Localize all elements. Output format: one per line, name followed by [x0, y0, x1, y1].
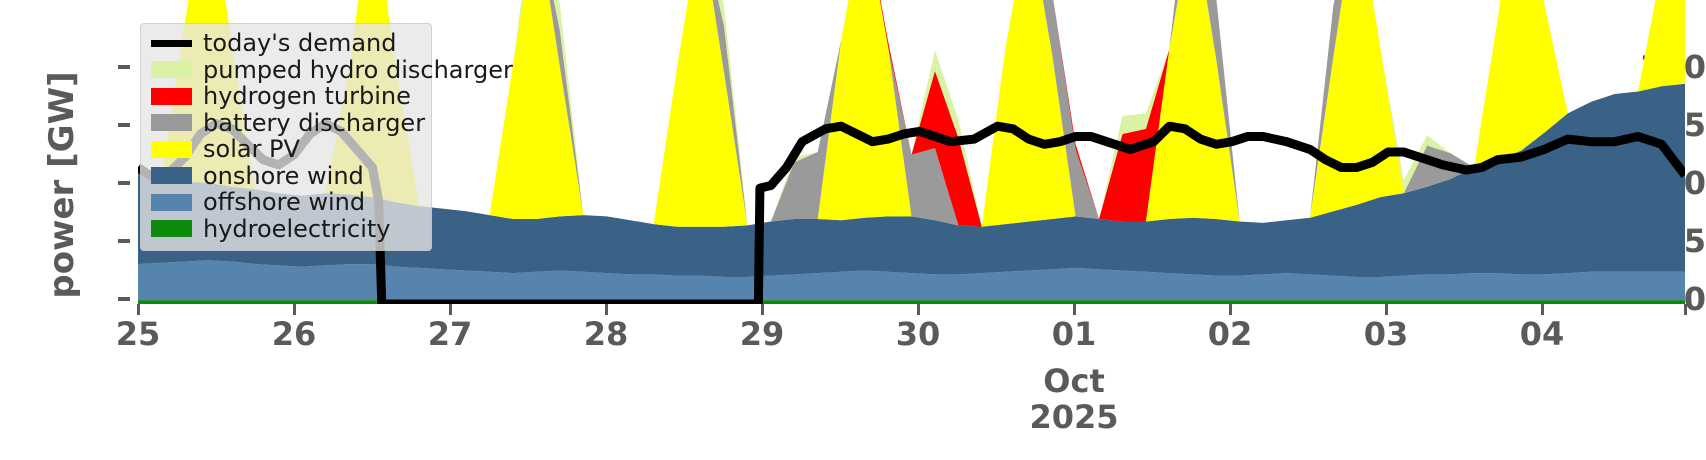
y-axis-label: power [GW] [42, 71, 82, 299]
x-tick-mark-7 [1229, 304, 1232, 315]
x-tick-mark-1 [293, 304, 296, 315]
y-tick-label-0: 0 [1683, 280, 1706, 318]
area-hydroelectricity [138, 300, 1685, 304]
x-tick-label-28: 28 [583, 315, 629, 353]
legend-item-pumped-hydro-discharger[interactable]: pumped hydro discharger [151, 57, 513, 84]
legend-label-offshore-wind: offshore wind [203, 188, 366, 217]
x-tick-mark-0 [137, 304, 140, 315]
x-tick-label-03: 03 [1363, 315, 1409, 353]
y-tick-mark-25 [118, 239, 130, 243]
x-axis-year-label: 2025 [1029, 398, 1119, 436]
x-axis-month-label: Oct [1043, 362, 1105, 400]
area-solar-PV [138, 0, 1685, 227]
legend-item-battery-discharger[interactable]: battery discharger [151, 108, 426, 137]
legend-label-hydrogen-turbine: hydrogen turbine [203, 82, 411, 111]
legend-swatch-pumped-hydro-discharger [151, 61, 192, 79]
legend-item-solar-pv[interactable]: solar PV [151, 136, 423, 163]
x-tick-label-02: 02 [1207, 315, 1253, 353]
area-offshore-wind [138, 260, 1685, 301]
y-tick-mark-100 [118, 65, 130, 69]
x-tick-label-29: 29 [739, 315, 785, 353]
x-tick-mark-4 [761, 304, 764, 315]
legend-item-hydrogen-turbine[interactable]: hydrogen turbine [151, 83, 423, 110]
x-tick-label-27: 27 [427, 315, 473, 353]
legend-label-todays-demand: today's demand [203, 29, 397, 58]
legend-item-todays-demand[interactable]: today's demand [151, 30, 423, 57]
legend-swatch-hydrogen-turbine [151, 87, 192, 105]
x-tick-mark-6 [1073, 304, 1076, 315]
legend-label-battery-discharger: battery discharger [203, 108, 426, 137]
legend-swatch-todays-demand [151, 39, 192, 47]
legend-swatch-hydroelectricity [151, 220, 192, 238]
x-tick-mark-9 [1541, 304, 1544, 315]
legend-item-offshore-wind[interactable]: offshore wind [151, 189, 423, 216]
legend-label-pumped-hydro-discharger: pumped hydro discharger [203, 55, 513, 84]
legend-label-onshore-wind: onshore wind [203, 161, 364, 190]
stacked-area-chart [138, 0, 1685, 304]
legend-label-hydroelectricity: hydroelectricity [203, 214, 391, 243]
x-tick-mark-2 [449, 304, 452, 315]
legend-label-solar-pv: solar PV [203, 135, 300, 164]
y-tick-mark-75 [118, 123, 130, 127]
legend-item-onshore-wind[interactable]: onshore wind [151, 163, 423, 190]
x-tick-label-04: 04 [1519, 315, 1565, 353]
x-tick-label-30: 30 [895, 315, 941, 353]
plot-area [138, 0, 1685, 304]
legend-swatch-onshore-wind [151, 167, 192, 185]
x-tick-mark-3 [605, 304, 608, 315]
x-tick-mark-end [1684, 304, 1687, 315]
legend-item-hydroelectricity[interactable]: hydroelectricity [151, 216, 423, 243]
x-tick-mark-8 [1385, 304, 1388, 315]
legend: today's demand pumped hydro discharger h… [140, 23, 513, 251]
x-tick-label-26: 26 [271, 315, 317, 353]
x-tick-label-25: 25 [115, 315, 161, 353]
legend-swatch-offshore-wind [151, 193, 192, 211]
y-tick-mark-0 [118, 297, 130, 301]
x-tick-mark-5 [917, 304, 920, 315]
y-tick-mark-50 [118, 181, 130, 185]
legend-swatch-solar-pv [151, 140, 192, 158]
legend-swatch-battery-discharger [151, 114, 192, 132]
area-onshore-wind [138, 83, 1685, 277]
x-tick-label-01: 01 [1051, 315, 1097, 353]
